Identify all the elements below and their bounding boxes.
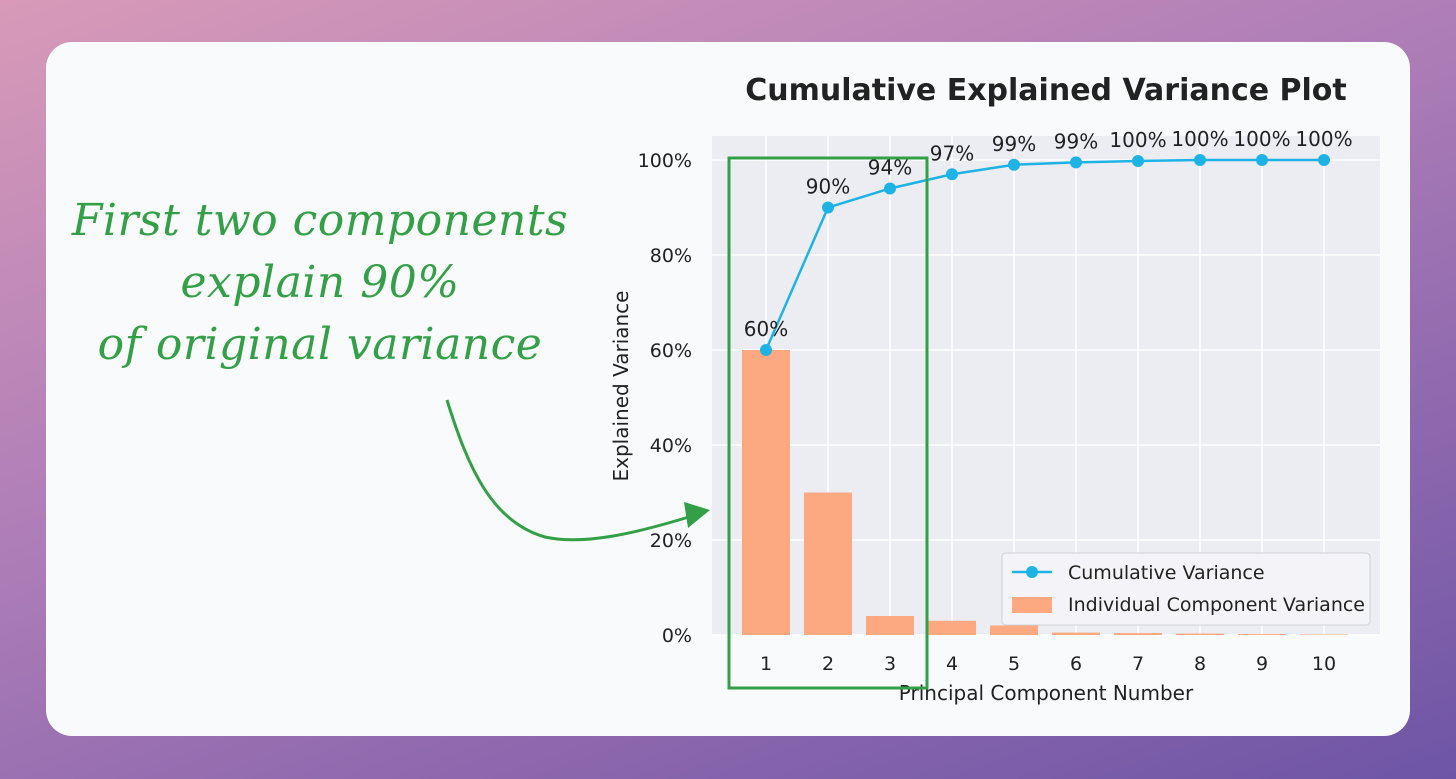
annotation-arrow (445, 399, 693, 542)
line-point-4 (946, 168, 958, 181)
bar-8 (1176, 633, 1224, 635)
y-tick-label: 80% (650, 245, 692, 267)
data-label-5: 99% (992, 132, 1036, 156)
chart-title: Cumulative Explained Variance Plot (745, 73, 1347, 108)
x-tick-label: 10 (1312, 653, 1336, 675)
legend-line-marker (1026, 566, 1038, 578)
line-point-3 (884, 182, 896, 195)
x-axis-label: Principal Component Number (899, 681, 1194, 705)
y-tick-label: 0% (662, 625, 692, 647)
cumulative-line (764, 158, 1324, 351)
legend-label-individual: Individual Component Variance (1068, 594, 1365, 616)
bar-7 (1114, 633, 1162, 635)
data-label-4: 97% (930, 141, 974, 165)
line-point-7 (1132, 154, 1144, 167)
bar-series (742, 350, 1348, 635)
bar-2 (804, 492, 852, 635)
annotation-line-2: explain 90% (180, 257, 460, 308)
data-label-8: 100% (1171, 127, 1228, 151)
data-label-9: 100% (1233, 127, 1290, 151)
line-point-1 (760, 344, 772, 356)
highlight-rect (727, 156, 929, 690)
data-label-7: 100% (1109, 128, 1166, 152)
bar-6 (1052, 632, 1100, 635)
annotation-line-3: of original variance (97, 319, 543, 370)
legend-label-cumulative: Cumulative Variance (1068, 562, 1265, 584)
x-tick-label: 2 (822, 653, 834, 675)
line-point-10 (1318, 154, 1330, 166)
bar-5 (990, 625, 1038, 635)
x-tick-label: 3 (884, 653, 896, 675)
data-label-2: 90% (806, 175, 850, 199)
legend: Cumulative Variance Individual Component … (1001, 552, 1371, 626)
line-point-8 (1194, 154, 1206, 166)
legend-bar-swatch (1012, 597, 1052, 613)
data-label-1: 60% (744, 317, 788, 341)
annotation-text: First two components explain 90% of orig… (60, 190, 580, 376)
data-label-10: 100% (1295, 127, 1352, 151)
axis-ticks: 0% 20% 40% 60% 80% 100% 1 2 3 4 5 6 7 8 9 10 (638, 150, 1336, 675)
y-tick-label: 60% (650, 340, 692, 362)
highlight-box (727, 156, 929, 690)
bar-1 (742, 350, 790, 635)
line-point-2 (822, 201, 834, 214)
annotation-line-1: First two components (71, 195, 569, 246)
line-point-6 (1070, 156, 1082, 169)
bar-4 (928, 620, 976, 635)
x-tick-label: 7 (1132, 653, 1144, 675)
y-tick-label: 20% (650, 530, 692, 552)
x-tick-label: 8 (1194, 653, 1206, 675)
line-point-9 (1256, 154, 1268, 166)
legend-box (1001, 552, 1371, 626)
bar-9 (1238, 634, 1286, 635)
x-tick-label: 1 (760, 653, 772, 675)
bar-3 (866, 616, 914, 635)
line-point-5 (1008, 158, 1020, 171)
data-label-6: 99% (1054, 129, 1098, 153)
y-tick-label: 100% (638, 150, 692, 172)
line-series: 60%90%94%97% 99% 99% 100% 100% 100% 100% (744, 127, 1353, 356)
arrow-head-icon (684, 502, 710, 528)
x-tick-label: 9 (1256, 653, 1268, 675)
y-axis-label: Explained Variance (609, 291, 633, 482)
x-tick-label: 5 (1008, 653, 1020, 675)
x-tick-label: 4 (946, 653, 958, 675)
y-tick-label: 40% (650, 435, 692, 457)
x-tick-label: 6 (1070, 653, 1082, 675)
